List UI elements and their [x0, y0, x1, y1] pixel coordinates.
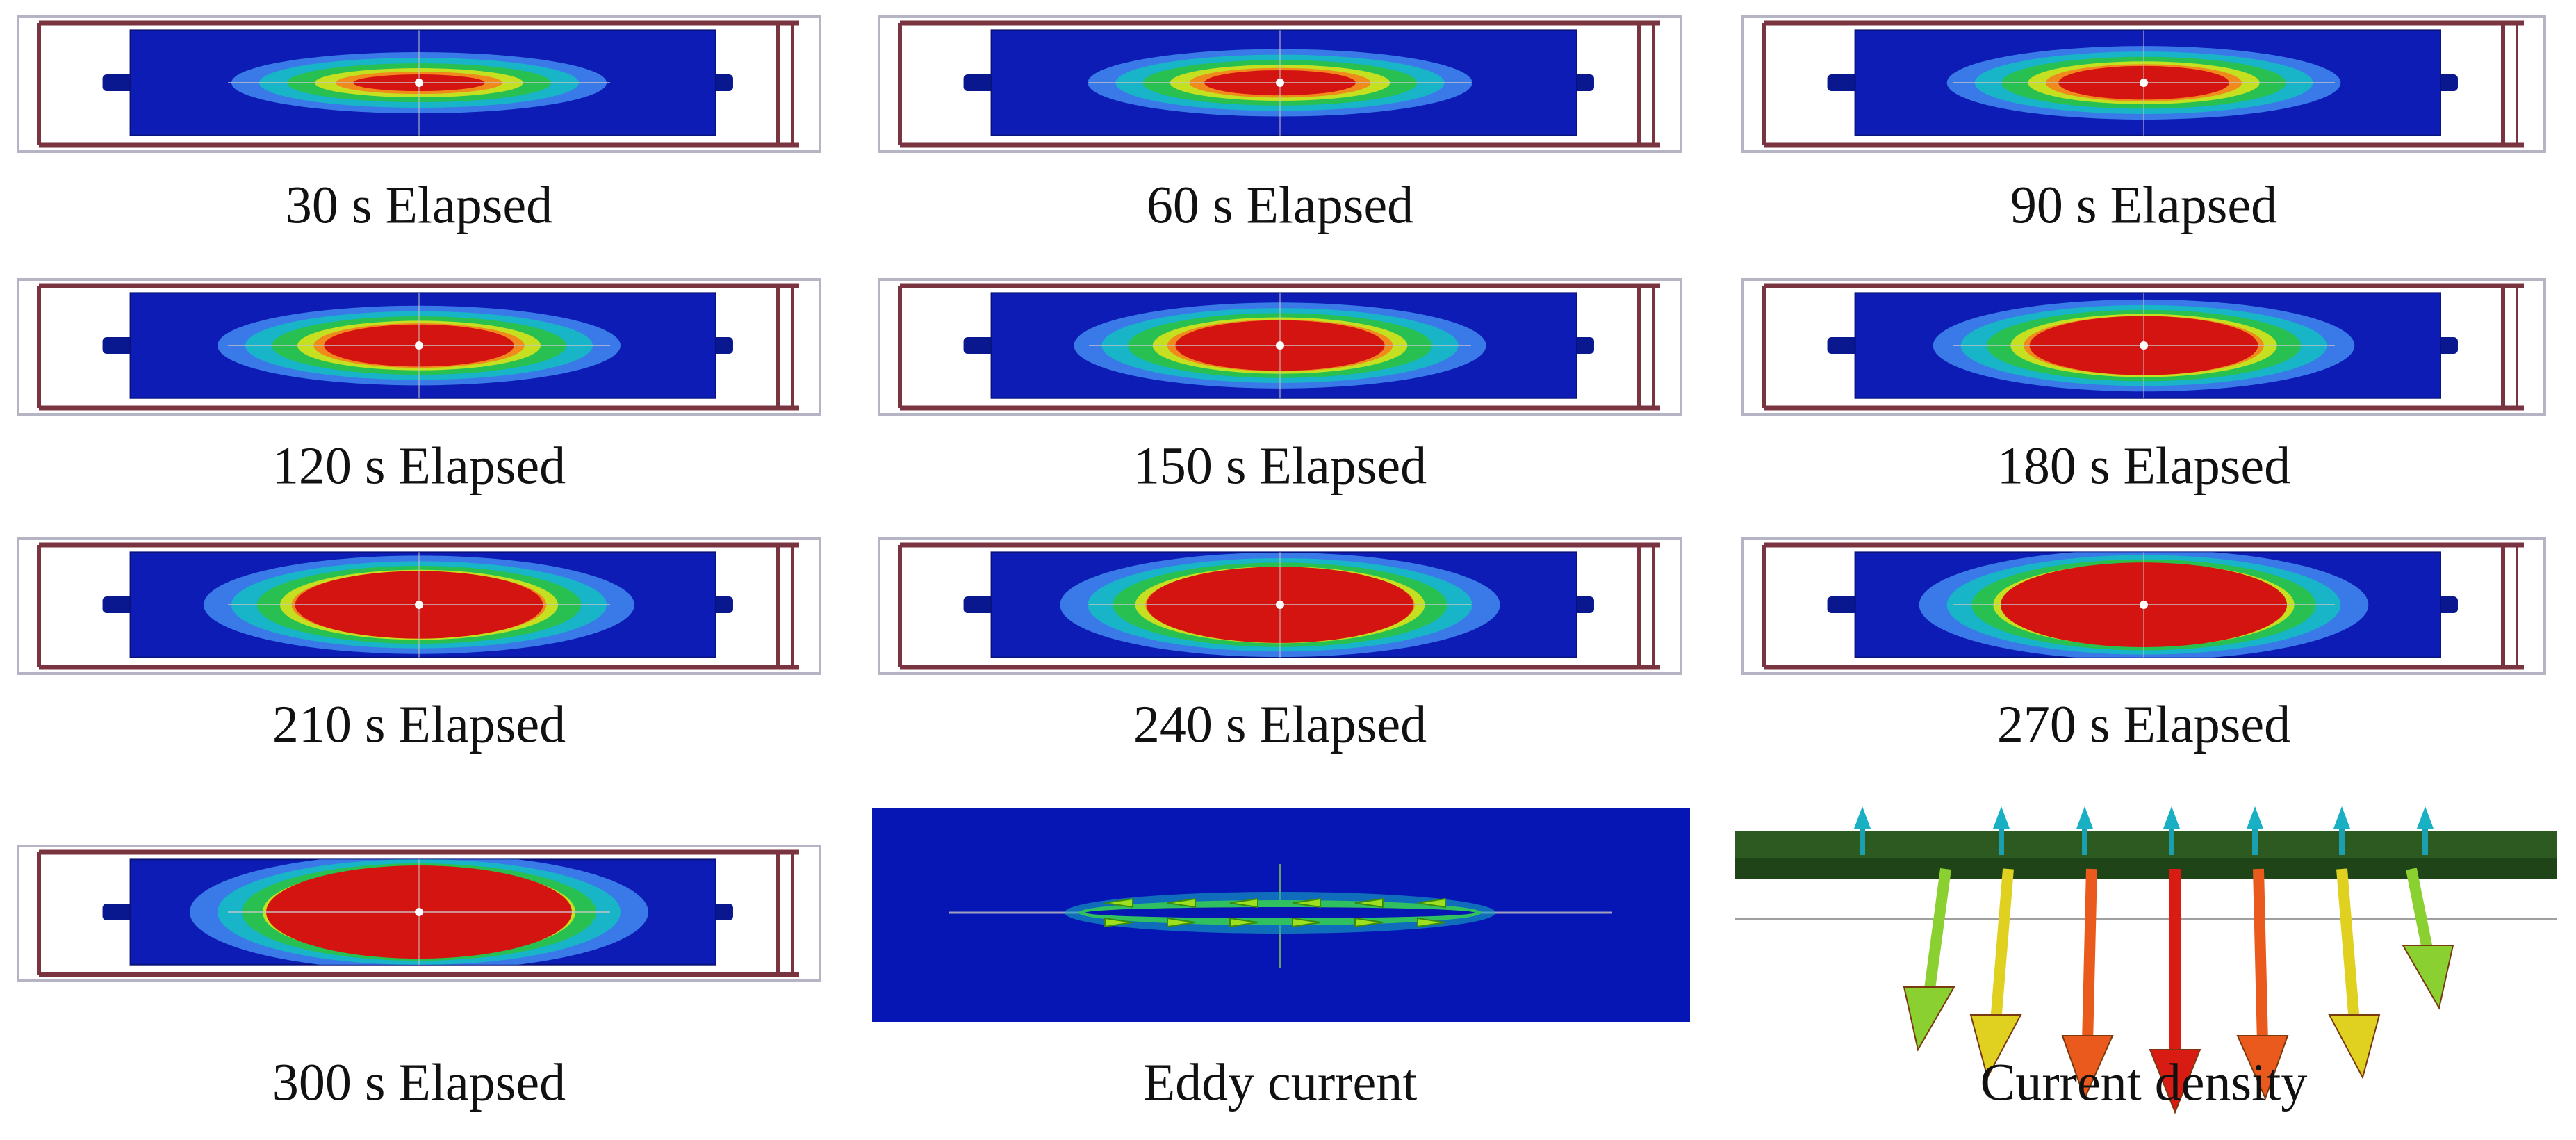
tab-left [1827, 337, 1859, 355]
tab-right [1573, 337, 1594, 355]
tab-left [963, 74, 995, 92]
caption: 270 s Elapsed [1997, 695, 2290, 754]
caption: 60 s Elapsed [1147, 176, 1413, 234]
center-dot [415, 601, 423, 610]
tab-right [712, 904, 733, 921]
heat-spot [204, 555, 634, 654]
tab-right [2436, 596, 2458, 614]
tab-left [102, 904, 134, 921]
center-dot [1276, 601, 1284, 610]
cd-shaft [1990, 868, 2014, 1023]
caption: Current density [1980, 1053, 2308, 1112]
eddy-arrow [1104, 897, 1133, 909]
cd-shaft [2336, 868, 2360, 1023]
cd-shaft [2082, 868, 2097, 1043]
caption: 210 s Elapsed [272, 695, 566, 754]
eddy-arrow [1417, 897, 1446, 909]
tab-left [102, 74, 134, 92]
eddy-arrow [1167, 917, 1196, 928]
cd-cone [2328, 1014, 2381, 1080]
heat-panel [878, 278, 1682, 416]
eddy-arrow [1104, 917, 1133, 928]
eddy-arrow [1292, 897, 1321, 909]
tab-left [963, 337, 995, 355]
center-dot [415, 79, 423, 88]
caption: 90 s Elapsed [2010, 176, 2277, 234]
tab-left [102, 337, 134, 355]
cd-bar-shade [1735, 858, 2557, 879]
cd-shaft [2253, 868, 2268, 1043]
heat-panel [17, 537, 821, 675]
caption: 300 s Elapsed [272, 1053, 566, 1112]
eddy-arrow [1167, 897, 1196, 909]
tab-left [1827, 596, 1859, 614]
cd-cone [1969, 1014, 2022, 1080]
center-dot [415, 908, 423, 917]
heat-panel [878, 537, 1682, 675]
center-dot [1276, 341, 1284, 350]
heat-panel [17, 845, 821, 982]
eddy-arrow [1354, 917, 1384, 928]
cd-up-cone [2333, 806, 2350, 829]
cd-cone [2236, 1035, 2289, 1100]
cd-cone [2149, 1049, 2201, 1114]
tab-left [1827, 74, 1859, 92]
cd-up-cone [1854, 806, 1871, 829]
caption: Eddy current [1143, 1053, 1418, 1112]
tab-right [2436, 74, 2458, 92]
tab-right [712, 337, 733, 355]
center-dot [1276, 79, 1284, 88]
eddy-arrow [1354, 897, 1384, 909]
caption: 180 s Elapsed [1997, 437, 2290, 495]
eddy-band [1085, 907, 1475, 918]
center-dot [2140, 341, 2148, 350]
heat-panel [17, 278, 821, 416]
tab-right [712, 596, 733, 614]
caption: 240 s Elapsed [1133, 695, 1427, 754]
caption: 120 s Elapsed [272, 437, 566, 495]
cd-up-cone [2247, 806, 2263, 829]
cd-up-cone [2076, 806, 2093, 829]
tab-right [1573, 596, 1594, 614]
cd-cone [2061, 1035, 2114, 1100]
cd-up-cone [2417, 806, 2434, 829]
heat-panel [1741, 537, 2546, 675]
heat-panel [17, 15, 821, 153]
tab-right [1573, 74, 1594, 92]
center-dot [2140, 79, 2148, 88]
cd-up-cone [1993, 806, 2010, 829]
tab-left [963, 596, 995, 614]
center-dot [2140, 601, 2148, 610]
heat-panel [1741, 15, 2546, 153]
center-dot [415, 341, 423, 350]
eddy-arrow [1229, 917, 1258, 928]
cd-cone [1903, 986, 1955, 1052]
caption: 150 s Elapsed [1133, 437, 1427, 495]
cd-shaft [1923, 868, 1951, 995]
heat-panel [1741, 278, 2546, 416]
cd-cone [2402, 945, 2454, 1010]
heat-panel [878, 15, 1682, 153]
caption: 30 s Elapsed [286, 176, 552, 234]
eddy-arrow [1292, 917, 1321, 928]
cd-up-cone [2163, 806, 2180, 829]
tab-right [2436, 337, 2458, 355]
eddy-arrow [1417, 917, 1446, 928]
tab-right [712, 74, 733, 92]
eddy-arrow [1229, 897, 1258, 909]
tab-left [102, 596, 134, 614]
cd-shaft [2406, 868, 2434, 954]
